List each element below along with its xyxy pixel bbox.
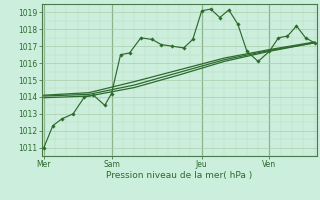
X-axis label: Pression niveau de la mer( hPa ): Pression niveau de la mer( hPa )	[106, 171, 252, 180]
